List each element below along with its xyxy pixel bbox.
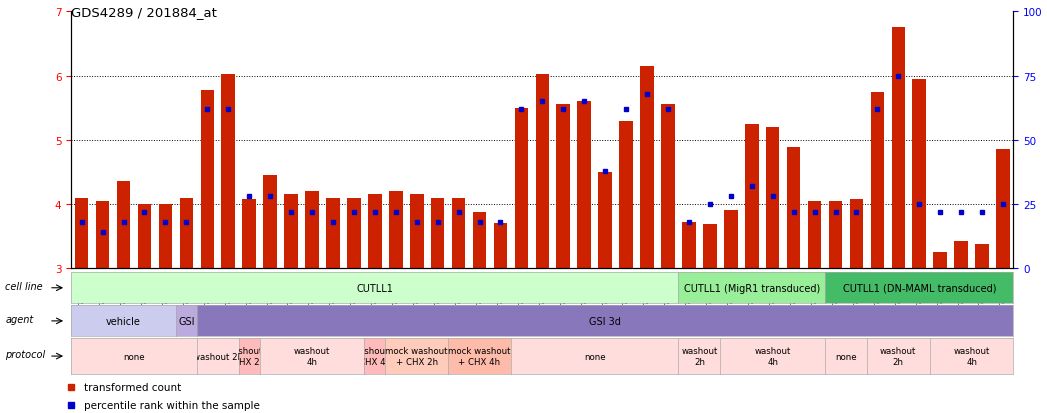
Text: CUTLL1 (MigR1 transduced): CUTLL1 (MigR1 transduced) bbox=[684, 283, 820, 293]
Bar bbox=[285, 195, 298, 268]
Bar bbox=[137, 204, 151, 268]
Text: GSI 3d: GSI 3d bbox=[589, 316, 621, 326]
Bar bbox=[180, 198, 194, 268]
Bar bbox=[976, 244, 988, 268]
Bar bbox=[620, 121, 632, 268]
Text: vehicle: vehicle bbox=[106, 316, 141, 326]
Bar bbox=[473, 212, 486, 268]
Text: none: none bbox=[584, 352, 605, 361]
Bar bbox=[327, 198, 339, 268]
Text: washout
4h: washout 4h bbox=[294, 347, 330, 366]
Bar bbox=[683, 222, 696, 268]
Text: GDS4289 / 201884_at: GDS4289 / 201884_at bbox=[71, 6, 217, 19]
Bar bbox=[243, 199, 257, 268]
Bar bbox=[599, 173, 612, 268]
Bar bbox=[117, 182, 131, 268]
Bar bbox=[369, 195, 381, 268]
Bar bbox=[725, 211, 737, 268]
Bar bbox=[75, 198, 89, 268]
Text: GSI: GSI bbox=[178, 316, 195, 326]
Text: protocol: protocol bbox=[5, 349, 46, 359]
Text: none: none bbox=[124, 352, 144, 361]
Text: washout
2h: washout 2h bbox=[881, 347, 916, 366]
Text: CUTLL1 (DN-MAML transduced): CUTLL1 (DN-MAML transduced) bbox=[843, 283, 996, 293]
Text: CUTLL1: CUTLL1 bbox=[356, 283, 394, 293]
Bar bbox=[557, 105, 571, 268]
Bar bbox=[892, 28, 905, 268]
Bar bbox=[829, 201, 842, 268]
Text: mock washout
+ CHX 4h: mock washout + CHX 4h bbox=[448, 347, 511, 366]
Bar bbox=[578, 102, 591, 268]
Bar bbox=[515, 109, 528, 268]
Text: washout
4h: washout 4h bbox=[954, 347, 989, 366]
Bar bbox=[201, 90, 215, 268]
Bar bbox=[997, 150, 1009, 268]
Bar bbox=[808, 201, 822, 268]
Bar bbox=[787, 148, 800, 268]
Text: washout
4h: washout 4h bbox=[755, 347, 790, 366]
Bar bbox=[159, 204, 172, 268]
Bar bbox=[536, 75, 550, 268]
Bar bbox=[410, 195, 423, 268]
Bar bbox=[348, 198, 360, 268]
Bar bbox=[704, 225, 717, 268]
Text: washout 2h: washout 2h bbox=[193, 352, 243, 361]
Bar bbox=[389, 192, 402, 268]
Bar bbox=[452, 198, 465, 268]
Text: agent: agent bbox=[5, 315, 34, 325]
Bar bbox=[96, 201, 110, 268]
Text: washout
2h: washout 2h bbox=[682, 347, 717, 366]
Text: washout +
CHX 2h: washout + CHX 2h bbox=[226, 347, 272, 366]
Text: none: none bbox=[836, 352, 856, 361]
Text: transformed count: transformed count bbox=[84, 382, 181, 392]
Bar bbox=[850, 199, 863, 268]
Bar bbox=[222, 75, 236, 268]
Bar bbox=[306, 192, 318, 268]
Text: percentile rank within the sample: percentile rank within the sample bbox=[84, 400, 260, 410]
Bar bbox=[494, 224, 507, 268]
Bar bbox=[745, 124, 759, 268]
Text: mock washout
+ CHX 2h: mock washout + CHX 2h bbox=[385, 347, 448, 366]
Bar bbox=[662, 105, 675, 268]
Bar bbox=[934, 252, 948, 268]
Text: washout +
CHX 4h: washout + CHX 4h bbox=[352, 347, 398, 366]
Bar bbox=[912, 80, 926, 268]
Bar bbox=[765, 128, 779, 268]
Text: cell line: cell line bbox=[5, 282, 43, 292]
Bar bbox=[264, 176, 276, 268]
Bar bbox=[955, 242, 967, 268]
Bar bbox=[641, 67, 653, 268]
Bar bbox=[871, 93, 884, 268]
Bar bbox=[431, 198, 444, 268]
